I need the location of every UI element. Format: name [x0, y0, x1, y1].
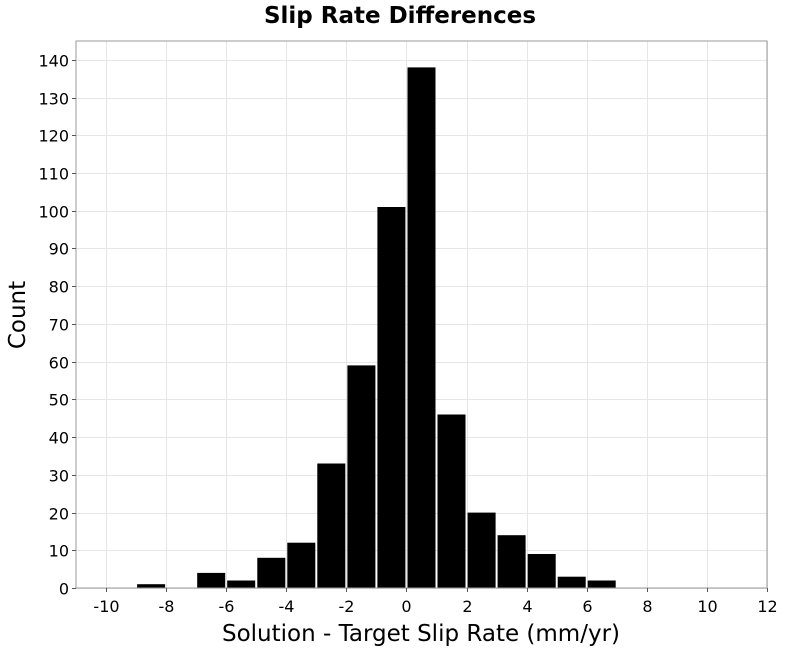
histogram-bar [257, 557, 286, 588]
x-tick-label: -2 [339, 597, 355, 616]
x-tick-label: 2 [462, 597, 472, 616]
y-tick-label: 110 [38, 165, 69, 184]
histogram-bar [587, 580, 616, 588]
y-tick-label: 10 [49, 542, 69, 561]
x-tick-label: -4 [279, 597, 295, 616]
x-tick-label: -10 [93, 597, 119, 616]
histogram-bar [197, 572, 226, 588]
y-tick-label: 100 [38, 203, 69, 222]
y-tick-label: 60 [49, 354, 69, 373]
y-tick-label: 50 [49, 391, 69, 410]
x-tick-label: 0 [401, 597, 411, 616]
y-tick-label: 40 [49, 429, 69, 448]
histogram-bar [527, 554, 556, 588]
chart-title: Slip Rate Differences [264, 3, 536, 29]
histogram-bar [377, 207, 406, 588]
histogram-bar [137, 584, 166, 588]
x-tick-label: -8 [159, 597, 175, 616]
x-tick-label: 8 [642, 597, 652, 616]
y-tick-label: 120 [38, 127, 69, 146]
histogram-bar [407, 67, 436, 588]
x-tick-label: 4 [522, 597, 532, 616]
x-axis-label: Solution - Target Slip Rate (mm/yr) [222, 621, 620, 647]
y-tick-label: 80 [49, 278, 69, 297]
histogram-bar [317, 463, 346, 588]
histogram-bar [557, 576, 586, 588]
y-tick-label: 20 [49, 505, 69, 524]
y-tick-label: 90 [49, 240, 69, 259]
histogram-bar [287, 542, 316, 588]
x-tick-label: 6 [582, 597, 592, 616]
y-tick-label: 30 [49, 467, 69, 486]
histogram-bar [437, 414, 466, 588]
histogram-bar [497, 535, 526, 588]
histogram-bar [467, 512, 496, 588]
y-axis-ticks: 0 10 20 30 40 50 60 70 80 90 100 110 120 130 140 [38, 52, 76, 599]
x-tick-label: -6 [219, 597, 235, 616]
y-tick-label: 140 [38, 52, 69, 71]
y-tick-label: 0 [59, 580, 69, 599]
histogram-bar [347, 365, 376, 588]
x-tick-label: 10 [697, 597, 717, 616]
plot-frame [75, 40, 768, 589]
x-axis-ticks: -10 -8 -6 -4 -2 0 2 4 6 8 10 12 [93, 588, 778, 616]
bars [137, 67, 616, 588]
y-tick-label: 70 [49, 316, 69, 335]
y-tick-label: 130 [38, 90, 69, 109]
x-tick-label: 12 [757, 597, 777, 616]
histogram-bar [227, 580, 256, 588]
y-axis-label: Count [5, 281, 31, 349]
